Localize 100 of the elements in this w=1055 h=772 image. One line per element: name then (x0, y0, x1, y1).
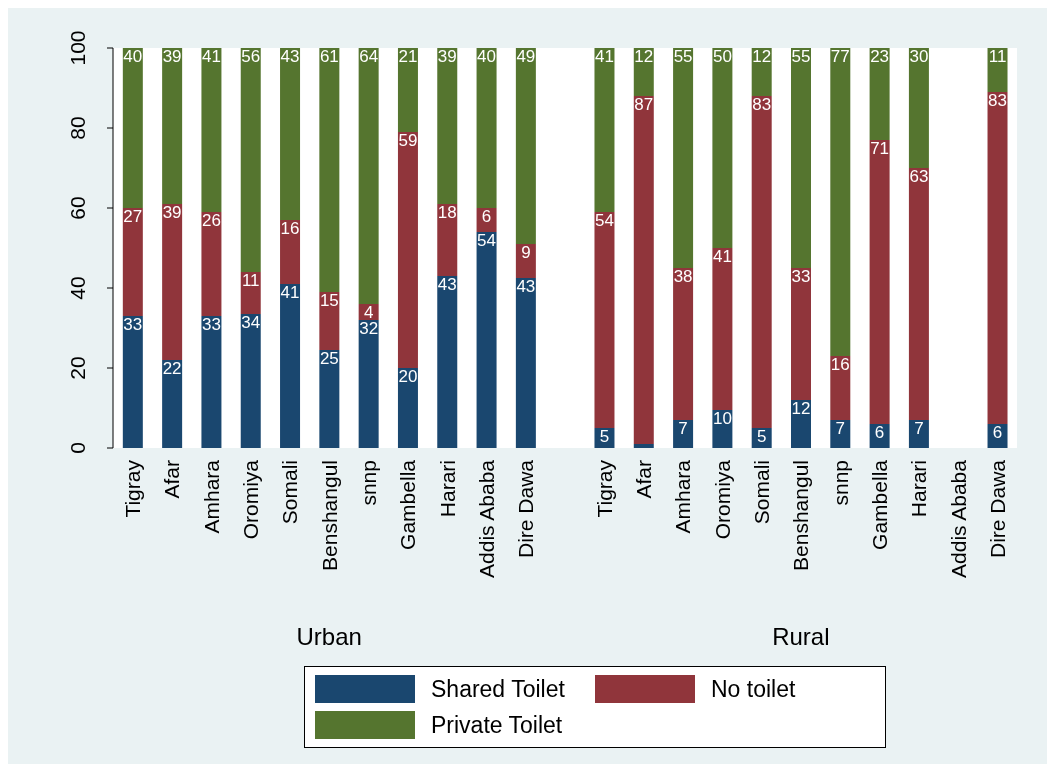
bar (869, 140, 890, 424)
data-label: 33 (201, 315, 221, 334)
data-label: 12 (752, 47, 772, 66)
data-label: 56 (241, 47, 261, 66)
data-label: 9 (521, 243, 531, 262)
x-tick-label: Amhara (199, 459, 223, 534)
data-label: 6 (992, 423, 1003, 442)
bar (437, 204, 458, 276)
data-label: 83 (752, 95, 772, 114)
data-label: 7 (914, 419, 924, 438)
bar (830, 420, 851, 448)
data-label: 41 (201, 47, 221, 66)
data-label: 54 (477, 231, 497, 250)
data-label: 23 (870, 47, 890, 66)
data-label: 43 (516, 277, 536, 296)
data-label: 6 (874, 423, 885, 442)
data-label: 55 (791, 47, 811, 66)
x-tick-label: snnp (828, 460, 852, 506)
x-tick-label: Gambella (867, 459, 891, 550)
x-tick-label: Afar (160, 460, 184, 499)
bar (397, 48, 418, 132)
bar (987, 48, 1008, 92)
bar (869, 48, 890, 140)
bar (673, 48, 694, 268)
y-tick-label: 0 (66, 442, 89, 454)
bar (908, 48, 929, 168)
data-label: 59 (398, 131, 418, 150)
bar (791, 268, 811, 400)
data-label: 40 (123, 47, 143, 66)
x-tick-label: Tigray (592, 459, 616, 518)
bar (712, 48, 733, 248)
bar (515, 48, 536, 244)
data-label: 11 (241, 271, 260, 290)
bar (240, 48, 261, 272)
bar (201, 212, 222, 316)
data-label: 10 (712, 409, 732, 428)
bar (319, 48, 340, 292)
bar (515, 278, 536, 448)
bar (397, 132, 418, 368)
bar (280, 220, 301, 284)
y-tick-label: 100 (66, 30, 89, 66)
data-label: 40 (477, 47, 497, 66)
bar (673, 420, 694, 448)
data-label: 5 (599, 427, 610, 446)
x-tick-label: Gambella (396, 459, 420, 550)
data-label: 49 (516, 47, 536, 66)
bar (830, 48, 851, 356)
x-tick-label: Somali (278, 460, 302, 525)
bar (633, 96, 654, 444)
data-label: 55 (673, 47, 693, 66)
x-tick-label: Somali (750, 460, 774, 525)
data-label: 25 (319, 349, 339, 368)
x-tick-label: Addis Ababa (474, 459, 498, 578)
data-label: 11 (988, 47, 1007, 66)
data-label: 43 (437, 275, 457, 294)
x-tick-label: Oromiya (239, 459, 263, 540)
data-label: 7 (678, 419, 688, 438)
data-label: 54 (595, 211, 614, 230)
bar (437, 48, 458, 204)
data-label: 12 (634, 47, 654, 66)
data-label: 12 (791, 399, 811, 418)
data-label: 27 (123, 207, 143, 226)
bar (987, 92, 1008, 424)
data-label: 5 (756, 427, 767, 446)
x-tick-label: Benshangul (789, 460, 813, 571)
data-label: 15 (319, 291, 339, 310)
bar (358, 320, 379, 448)
bar (476, 232, 497, 448)
data-label: 18 (437, 203, 457, 222)
bar (633, 444, 654, 448)
y-tick-label: 60 (66, 196, 89, 220)
text: Rural (771, 623, 831, 651)
bar (122, 48, 143, 208)
bar (162, 360, 183, 448)
bar (201, 48, 222, 212)
legend-label: Private Toilet (431, 711, 563, 739)
data-label: 41 (712, 247, 732, 266)
data-label: 6 (481, 207, 492, 226)
data-label: 34 (241, 313, 261, 332)
bar (908, 168, 929, 420)
data-label: 33 (791, 267, 811, 286)
bar (201, 316, 222, 448)
x-tick-label: Oromiya (710, 459, 734, 540)
bar (122, 316, 143, 448)
bar (280, 48, 301, 220)
bar (830, 356, 851, 420)
data-label: 63 (909, 167, 929, 186)
bar (673, 268, 694, 420)
bar (751, 96, 772, 428)
x-tick-label: Harari (907, 460, 931, 518)
x-tick-label: Afar (632, 460, 656, 499)
data-label: 41 (595, 47, 614, 66)
data-label: 38 (673, 267, 693, 286)
data-label: 41 (280, 283, 300, 302)
bar (240, 314, 261, 448)
bar (594, 48, 615, 212)
data-label: 21 (398, 47, 418, 66)
data-label: 64 (359, 47, 379, 66)
data-label: 83 (988, 91, 1007, 110)
data-label: 32 (359, 319, 379, 338)
